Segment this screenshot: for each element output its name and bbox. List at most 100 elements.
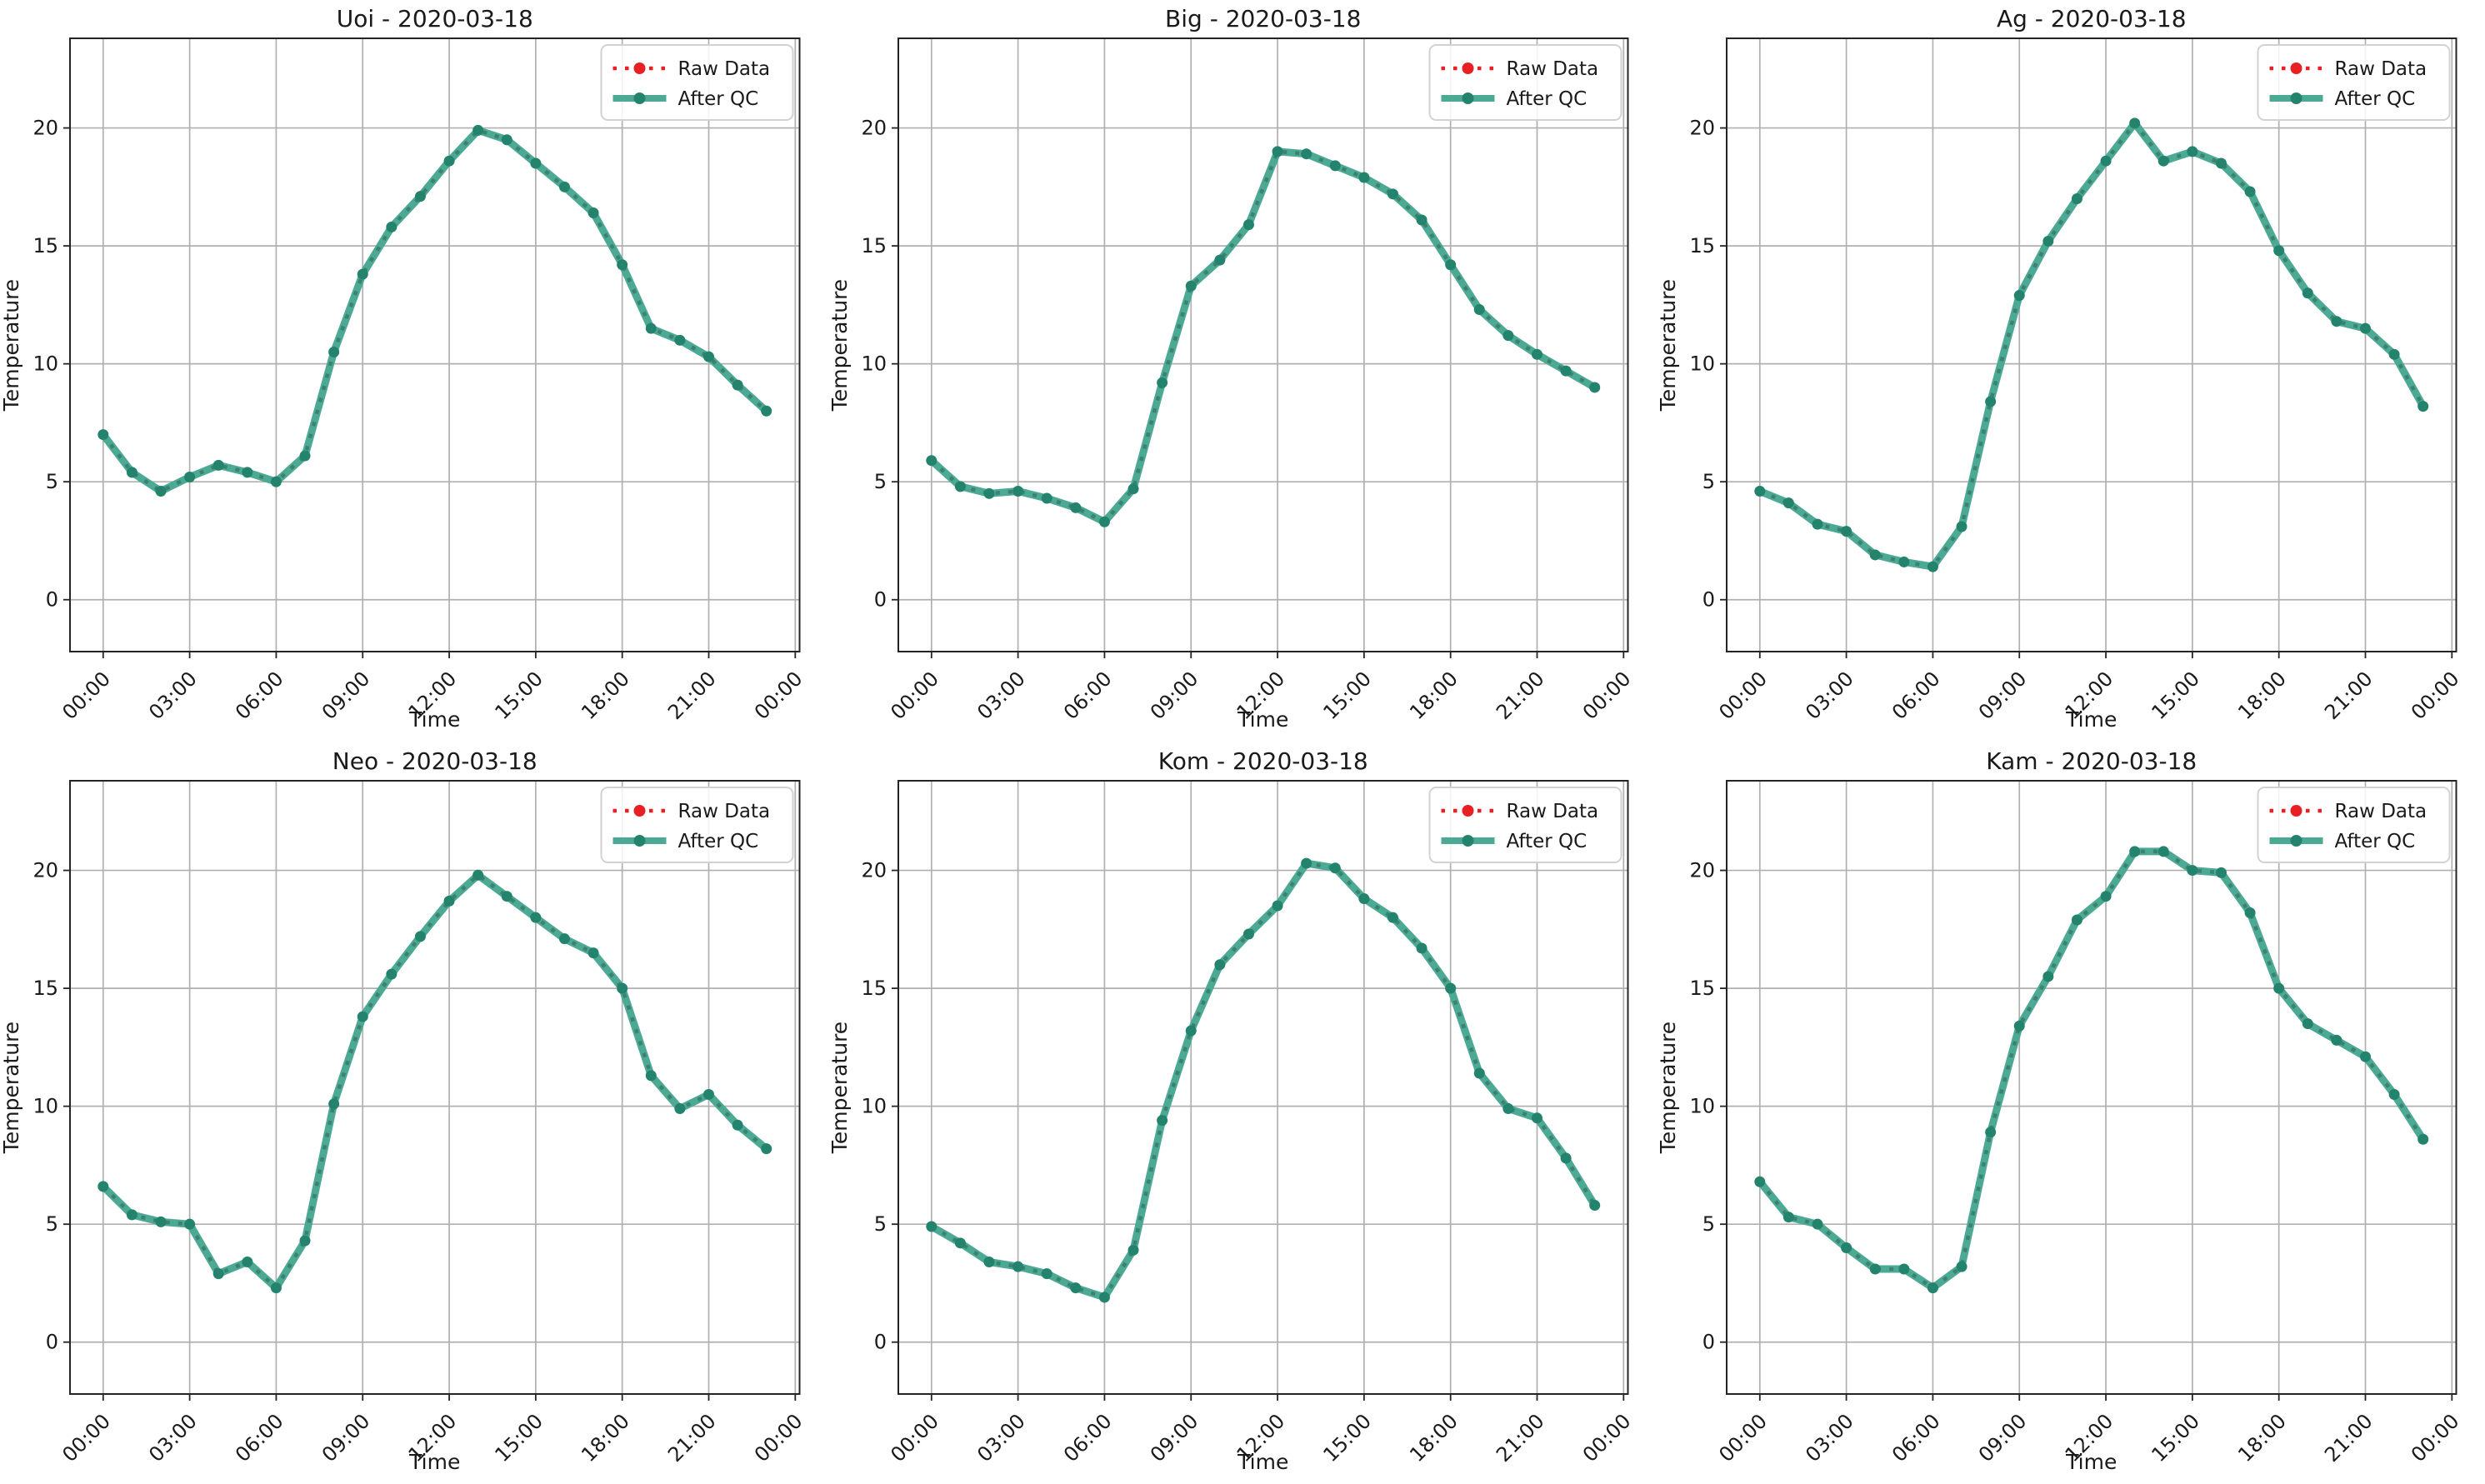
data-point-marker [1387,188,1398,200]
data-point-marker [1416,942,1428,953]
subplot-ag: 00:00 03:00 06:00 09:00 12:00 15:00 18:00 21:00… [1657,0,2485,742]
data-point-marker [2129,117,2141,129]
data-point-marker [242,467,253,478]
data-point-marker [1041,492,1052,504]
data-point-marker [386,221,398,232]
legend-qc-marker [633,92,646,104]
data-point-marker [1242,219,1254,231]
data-point-marker [1812,1218,1823,1230]
data-point-marker [1012,1261,1024,1272]
data-point-marker [357,268,368,280]
y-tick-label: 0 [874,588,887,612]
legend-label-qc: After QC [678,88,759,110]
data-point-marker [2359,1051,2371,1062]
legend-label-qc: After QC [2335,88,2416,110]
data-point-marker [1185,280,1197,292]
raw-data-overlay-dashes [1758,120,2425,569]
subplot-big: 00:00 03:00 06:00 09:00 12:00 15:00 18:00 21:00… [828,0,1657,742]
tick-marks [1720,869,2453,1401]
data-point-marker [645,1069,657,1081]
chart-title: Ag - 2020-03-18 [1997,5,2187,32]
data-point-marker [1301,148,1312,160]
y-tick-label: 0 [46,588,58,612]
data-point-marker [2388,348,2400,360]
data-point-marker [2418,1133,2429,1145]
data-point-marker [1531,1112,1542,1123]
data-point-marker [732,379,743,391]
data-point-marker [926,1221,938,1232]
data-point-marker [1387,912,1398,923]
data-point-marker [1098,516,1110,527]
data-point-marker [1185,1025,1197,1037]
x-axis-label: Time [1237,1450,1288,1474]
x-axis-label: Time [2065,1450,2117,1474]
data-point-marker [414,930,426,942]
y-tick-label: 10 [32,352,58,376]
data-point-marker [1956,1261,1968,1272]
data-point-marker [2013,1020,2025,1032]
data-point-marker [1416,214,1428,226]
data-point-marker [1012,486,1024,497]
legend-qc-marker [1462,92,1474,104]
legend-label-qc: After QC [1507,831,1588,852]
data-point-marker [1128,1244,1139,1256]
data-point-marker [1214,254,1226,266]
data-point-marker [126,1208,138,1220]
data-point-marker [1358,172,1370,183]
plot-background [1657,0,2485,742]
data-point-marker [1473,304,1485,316]
data-point-marker [2013,290,2025,302]
y-axis-label: Temperature [1657,279,1680,412]
legend-label-raw: Raw Data [2335,58,2428,80]
data-point-marker [2215,157,2227,169]
legend: Raw Data After QC [2257,44,2451,121]
data-point-marker [1782,497,1794,509]
data-point-marker [2042,970,2054,982]
data-point-marker [761,405,772,417]
y-tick-label: 15 [861,234,887,257]
after-qc-line [99,871,771,1292]
data-point-marker [1841,1242,1852,1253]
data-point-marker [702,1088,714,1100]
chart-title: Big - 2020-03-18 [1165,5,1361,32]
data-point-marker [2100,890,2112,902]
legend-label-qc: After QC [2335,831,2416,852]
data-point-marker [2158,845,2169,857]
data-point-marker [1301,857,1312,869]
chart-title: Uoi - 2020-03-18 [337,5,533,32]
tick-marks [1720,127,2453,658]
data-point-marker [1589,1199,1601,1211]
data-point-marker [2244,186,2256,197]
data-point-marker [1754,1176,1766,1187]
y-axis-label: Temperature [828,279,852,412]
data-point-marker [1898,1262,1910,1274]
plot-background [0,742,828,1484]
data-point-marker [558,181,570,192]
data-point-marker [1560,365,1572,377]
data-point-marker [1445,982,1457,994]
y-tick-label: 10 [1689,352,1715,376]
legend-raw-marker [633,804,646,817]
x-axis-label: Time [2065,707,2117,732]
data-point-marker [2302,287,2313,299]
data-point-marker [184,472,196,483]
legend-label-raw: Raw Data [678,58,771,80]
data-point-marker [1070,1282,1082,1293]
data-point-marker [1754,486,1766,497]
gridlines [70,38,800,652]
data-point-marker [617,259,628,271]
data-point-marker [1098,1291,1110,1302]
after-qc-markers [98,869,772,1293]
chart-title: Kam - 2020-03-18 [1986,747,2197,775]
data-point-marker [2273,245,2285,257]
data-point-marker [1812,518,1823,530]
data-point-marker [1473,1067,1485,1079]
chart-big: 00:00 03:00 06:00 09:00 12:00 15:00 18:00 21:00… [828,0,1657,742]
legend: Raw Data After QC [1428,44,1622,121]
legend: Raw Data After QC [600,44,794,121]
data-point-marker [299,450,311,462]
legend-qc-marker [633,834,646,847]
data-point-marker [2418,401,2429,412]
gridlines [1727,38,2457,652]
subplot-kom: 00:00 03:00 06:00 09:00 12:00 15:00 18:00 21:00… [828,742,1657,1484]
